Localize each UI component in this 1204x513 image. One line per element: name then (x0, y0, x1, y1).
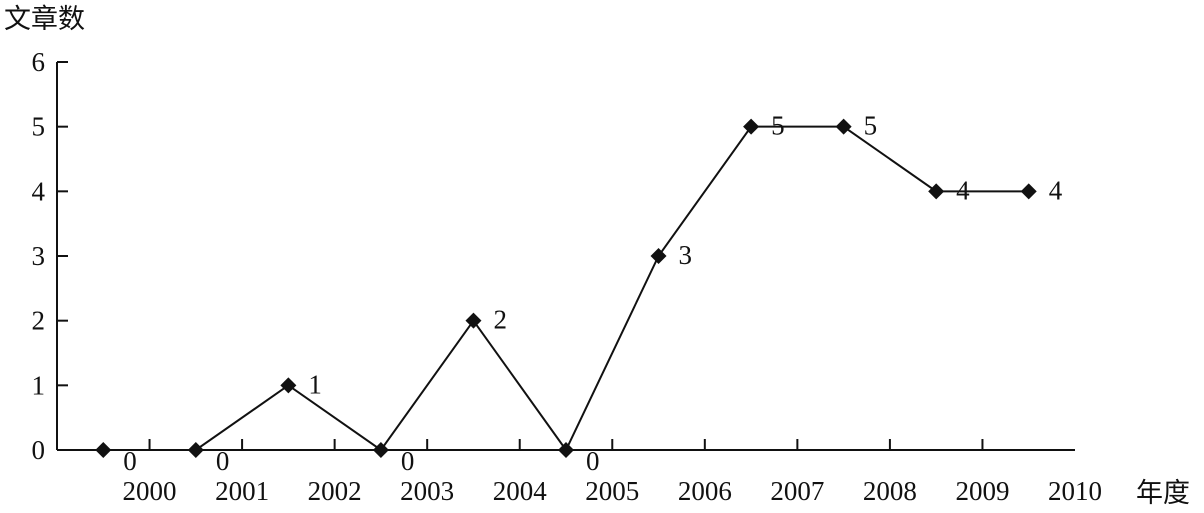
x-tick-label: 2007 (770, 476, 824, 506)
data-point (280, 377, 297, 394)
y-tick-label: 4 (32, 176, 46, 206)
y-tick-label: 0 (32, 435, 46, 465)
data-label: 0 (586, 446, 600, 476)
y-tick-label: 3 (32, 241, 46, 271)
data-point (650, 248, 667, 264)
series-line (103, 125, 1029, 452)
data-point (558, 442, 574, 458)
data-point (465, 312, 482, 329)
data-label: 5 (771, 111, 785, 141)
x-tick-label: 2003 (400, 476, 454, 506)
y-tick-label: 5 (32, 112, 46, 142)
data-label: 4 (956, 175, 970, 205)
data-label: 5 (864, 111, 878, 141)
y-tick-label: 2 (32, 306, 46, 336)
x-tick-label: 2005 (585, 476, 639, 506)
x-tick-label: 2006 (678, 476, 732, 506)
data-point (743, 118, 760, 135)
x-tick-label: 2008 (863, 476, 917, 506)
data-label: 4 (1049, 175, 1063, 205)
data-label: 0 (401, 446, 415, 476)
data-point (1020, 183, 1037, 200)
data-label: 2 (493, 305, 507, 335)
x-tick-label: 2009 (955, 476, 1009, 506)
data-point (372, 442, 389, 458)
data-point (835, 118, 852, 135)
x-tick-label: 2010 (1048, 476, 1102, 506)
data-point (187, 442, 204, 458)
data-label: 0 (216, 446, 230, 476)
y-axis-label: 文章数 (4, 4, 85, 34)
data-point (928, 183, 945, 200)
data-label: 3 (679, 240, 693, 270)
x-tick-label: 2000 (123, 476, 177, 506)
data-label: 0 (123, 446, 137, 476)
series: 0 0 1 0 2 0 3 5 5 4 4 (95, 111, 1063, 476)
x-tick-label: 2002 (308, 476, 362, 506)
data-point (95, 442, 112, 458)
data-label: 1 (308, 369, 322, 399)
y-tick-label: 6 (32, 47, 46, 77)
y-tick-label: 1 (32, 370, 46, 400)
x-tick-label: 2004 (493, 476, 548, 506)
x-axis-label: 年度 (1136, 478, 1190, 508)
x-tick-label: 2001 (215, 476, 269, 506)
